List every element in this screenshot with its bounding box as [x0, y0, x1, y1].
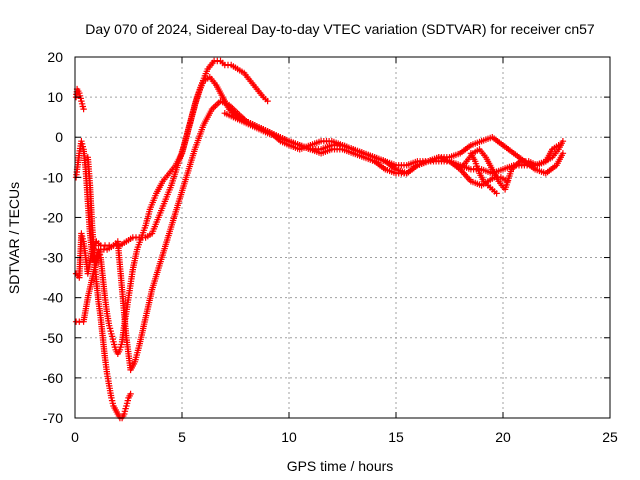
chart-title: Day 070 of 2024, Sidereal Day-to-day VTE… — [85, 21, 595, 37]
y-tick-label: -30 — [43, 250, 63, 266]
x-axis-label: GPS time / hours — [287, 458, 394, 474]
x-axis-ticks — [74, 57, 611, 418]
series-track-f — [457, 142, 562, 193]
grid-horizontal-lines — [75, 96, 610, 379]
y-tick-label: -20 — [43, 209, 63, 225]
plot-frame — [74, 56, 611, 419]
y-tick-label: -50 — [43, 330, 63, 346]
plus-markers — [467, 150, 500, 197]
y-tick-label: -40 — [43, 290, 63, 306]
data-series — [72, 57, 567, 422]
y-tick-labels: 20 10 0 -10 -20 -30 -40 -50 -60 -70 — [43, 49, 63, 426]
x-tick-label: 20 — [495, 429, 511, 445]
series-track-e — [221, 110, 511, 189]
x-tick-label: 15 — [388, 429, 404, 445]
y-tick-label: 10 — [47, 89, 63, 105]
y-tick-label: -10 — [43, 169, 63, 185]
y-tick-label: 0 — [55, 129, 63, 145]
x-tick-labels: 0 5 10 15 20 25 — [71, 429, 618, 445]
x-tick-label: 0 — [71, 429, 79, 445]
x-tick-label: 5 — [178, 429, 186, 445]
series-track-g — [467, 150, 500, 197]
y-tick-label: -70 — [43, 410, 63, 426]
grid — [75, 57, 610, 418]
x-tick-label: 25 — [602, 429, 618, 445]
y-tick-label: -60 — [43, 370, 63, 386]
plus-markers — [84, 154, 134, 422]
y-tick-label: 20 — [47, 49, 63, 65]
grid-vertical-lines — [181, 57, 504, 418]
x-tick-label: 10 — [281, 429, 297, 445]
y-axis-label: SDTVAR / TECUs — [6, 182, 22, 294]
plus-markers — [221, 110, 511, 189]
y-axis-ticks — [75, 56, 610, 419]
